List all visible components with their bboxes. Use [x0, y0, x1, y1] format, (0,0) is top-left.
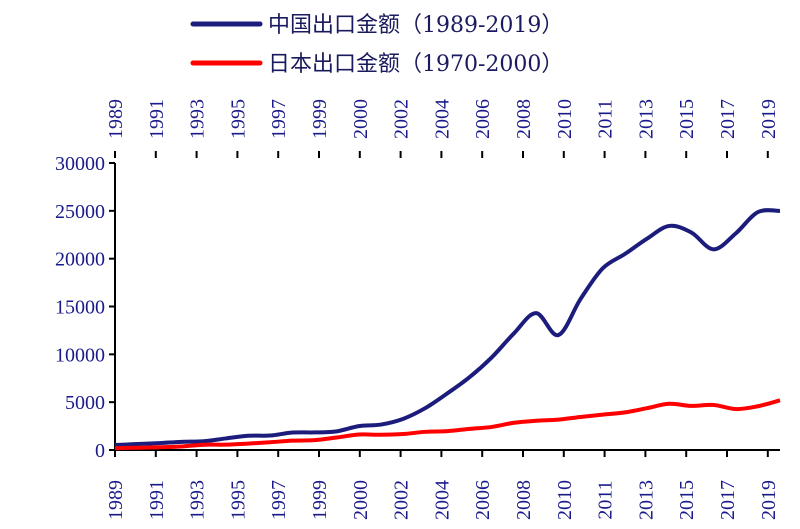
- x-tick-label-top: 2000: [350, 99, 372, 139]
- x-tick-label-bottom: 2019: [758, 480, 780, 520]
- x-tick-label-top: 1997: [268, 99, 290, 139]
- x-tick-label-top: 2002: [391, 99, 413, 139]
- x-tick-label-top: 2008: [513, 99, 535, 139]
- x-tick-label-bottom: 2002: [391, 480, 413, 520]
- x-tick-label-bottom: 2006: [472, 480, 494, 520]
- x-tick-label-top: 1993: [187, 99, 209, 139]
- y-tick-label: 25000: [55, 201, 105, 223]
- series-line-japan: [114, 398, 781, 451]
- x-tick-label-bottom: 1993: [187, 480, 209, 520]
- x-tick-label-top: 2019: [758, 99, 780, 139]
- x-tick-label-bottom: 1999: [309, 480, 331, 520]
- x-tick-label-top: 2013: [635, 99, 657, 139]
- x-tick-label-top: 1991: [146, 99, 168, 139]
- x-tick-label-top: 1989: [105, 99, 127, 139]
- y-tick-label: 10000: [55, 344, 105, 366]
- x-tick-label-bottom: 2010: [554, 480, 576, 520]
- y-tick-label: 5000: [65, 392, 105, 414]
- x-tick-label-bottom: 2013: [635, 480, 657, 520]
- x-tick-label-bottom: 2000: [350, 480, 372, 520]
- x-tick-label-bottom: 1995: [227, 480, 249, 520]
- x-tick-label-top: 2015: [676, 99, 698, 139]
- x-tick-label-bottom: 2015: [676, 480, 698, 520]
- x-tick-label-bottom: 1989: [105, 480, 127, 520]
- y-tick-label: 30000: [55, 153, 105, 175]
- legend: 中国出口金额（1989-2019） 日本出口金额（1970-2000）: [190, 13, 563, 77]
- x-tick-label-bottom: 2017: [717, 480, 739, 520]
- x-tick-label-bottom: 2011: [595, 480, 617, 519]
- x-tick-label-bottom: 1997: [268, 480, 290, 520]
- x-tick-label-bottom: 2004: [431, 480, 453, 520]
- x-tick-label-top: 2006: [472, 99, 494, 139]
- x-tick-label-top: 2010: [554, 99, 576, 139]
- legend-label-japan: 日本出口金额（1970-2000）: [268, 52, 563, 77]
- series-line-china: [114, 208, 781, 447]
- x-tick-label-top: 2004: [431, 99, 453, 139]
- x-tick-label-top: 2011: [595, 99, 617, 138]
- x-tick-label-bottom: 1991: [146, 480, 168, 520]
- legend-label-china: 中国出口金额（1989-2019）: [268, 13, 563, 38]
- y-tick-label: 20000: [55, 249, 105, 271]
- x-tick-label-bottom: 2008: [513, 480, 535, 520]
- x-tick-label-top: 1995: [227, 99, 249, 139]
- y-tick-label: 0: [95, 440, 105, 462]
- x-tick-label-top: 2017: [717, 99, 739, 139]
- x-tick-label-top: 1999: [309, 99, 331, 139]
- y-tick-label: 15000: [55, 297, 105, 319]
